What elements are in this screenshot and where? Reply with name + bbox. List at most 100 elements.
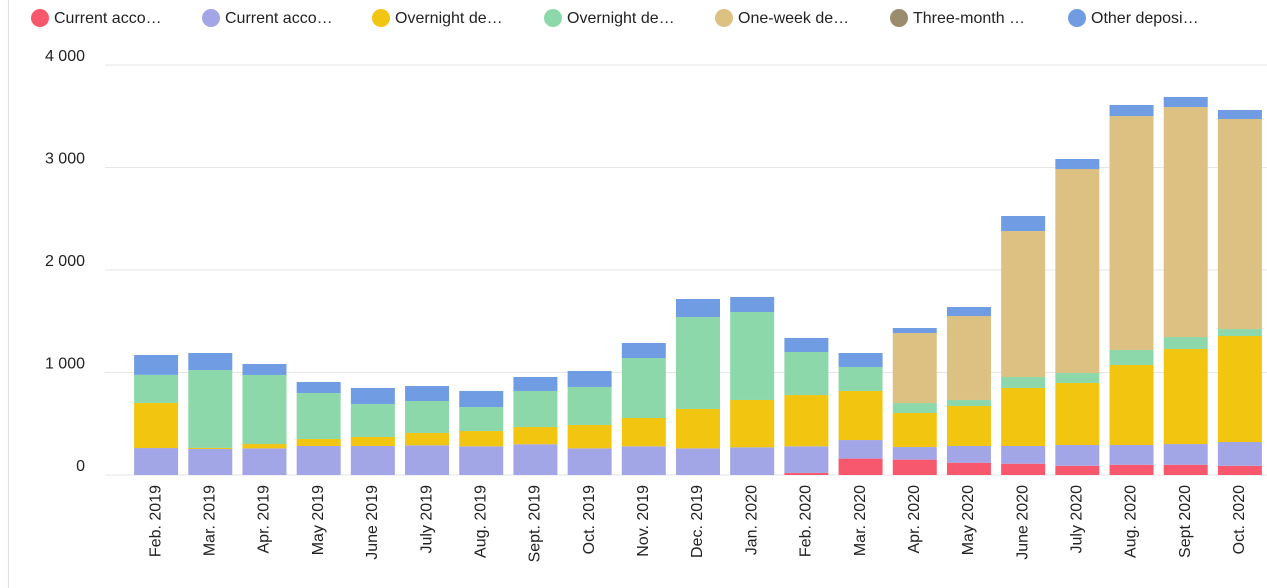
bar-segment <box>513 390 558 428</box>
bar-segment <box>513 427 558 445</box>
bar-segment <box>350 445 395 475</box>
y-tick-label: 2 000 <box>45 253 85 270</box>
bar-segment <box>730 399 775 448</box>
x-tick-label: Mar. 2020 <box>852 485 869 556</box>
bar-segment <box>946 406 991 446</box>
bar-segment <box>676 408 720 449</box>
bar-segment <box>892 328 937 334</box>
bar-segment <box>242 444 287 449</box>
bar-segment <box>892 459 937 475</box>
bar-segment <box>1109 349 1154 366</box>
bar-segment <box>838 366 883 391</box>
bar-segment <box>946 399 991 407</box>
bar-segment <box>1055 169 1100 374</box>
bar-segment <box>946 462 991 475</box>
bar-segment <box>1217 465 1262 475</box>
bar-segment <box>1163 349 1208 445</box>
bar-segment <box>1163 444 1208 465</box>
bar-segment <box>892 403 937 413</box>
x-tick-label: Sept 2020 <box>1177 485 1194 558</box>
bar-segment <box>405 386 450 401</box>
bar-segment <box>405 432 450 446</box>
bar-segment <box>1055 465 1100 475</box>
bar-segment <box>1217 119 1262 330</box>
x-tick-label: Feb. 2019 <box>147 485 164 557</box>
bar-segment <box>892 412 937 448</box>
bar-segment <box>1217 109 1262 120</box>
x-tick-label: Oct. 2020 <box>1231 485 1248 554</box>
bar-segment <box>296 382 341 393</box>
bar-segment <box>730 296 775 313</box>
bar-segment <box>350 403 395 437</box>
bar-segment <box>621 418 666 447</box>
bar-segment <box>459 390 504 408</box>
bar-segment <box>296 445 341 475</box>
legend-swatch <box>1068 9 1086 27</box>
bar-segment <box>676 448 720 475</box>
x-tick-label: Aug. 2019 <box>472 485 489 558</box>
bar-segment <box>513 444 558 475</box>
x-tick-label: Apr. 2019 <box>256 485 273 554</box>
bar-segment <box>134 402 179 449</box>
legend-swatch <box>544 9 562 27</box>
x-tick-label: Jan. 2020 <box>743 485 760 555</box>
bar-segment <box>242 363 287 375</box>
x-tick-label: Oct. 2019 <box>581 485 598 554</box>
bar-segment <box>1109 464 1154 475</box>
bar-segment <box>676 317 720 409</box>
bar-segment <box>676 299 720 318</box>
bar-segment <box>1001 463 1046 475</box>
bar-segment <box>296 439 341 446</box>
bar-segment <box>784 472 829 475</box>
bar-segment <box>188 370 233 448</box>
bar-segment <box>405 400 450 433</box>
legend-label: Overnight de… <box>395 10 503 27</box>
bar-segment <box>459 446 504 475</box>
bar-segment <box>1109 104 1154 117</box>
y-tick-label: 4 000 <box>45 48 85 65</box>
bar-segment <box>621 446 666 475</box>
bar-segment <box>1055 382 1100 445</box>
bar-segment <box>892 447 937 460</box>
bar-segment <box>567 386 612 425</box>
bar-segment <box>1055 373 1100 383</box>
y-tick-label: 0 <box>76 458 85 475</box>
bar-segment <box>1217 336 1262 442</box>
x-tick-label: May 2019 <box>310 485 327 555</box>
bar-segment <box>784 352 829 396</box>
bar-segment <box>1001 377 1046 388</box>
legend-swatch <box>202 9 220 27</box>
bar-segment <box>946 316 991 400</box>
legend-swatch <box>890 9 908 27</box>
bar-segment <box>1109 444 1154 465</box>
x-tick-label: June 2020 <box>1014 485 1031 560</box>
bar-segment <box>350 387 395 404</box>
bar-segment <box>784 395 829 447</box>
x-tick-label: Mar. 2019 <box>202 485 219 556</box>
bar-segment <box>134 374 179 403</box>
bar-segment <box>946 445 991 463</box>
bar-segment <box>567 424 612 449</box>
bar-segment <box>621 358 666 419</box>
bar-segment <box>1109 116 1154 350</box>
bar-segment <box>784 337 829 352</box>
bar-segment <box>784 446 829 473</box>
legend-swatch <box>715 9 733 27</box>
bar-segment <box>1217 329 1262 337</box>
legend-label: One-week de… <box>738 10 849 27</box>
bar-segment <box>134 448 179 475</box>
bar-segment <box>188 448 233 475</box>
bar-segment <box>188 353 233 371</box>
bar-segment <box>730 312 775 400</box>
legend-label: Current acco… <box>225 10 333 27</box>
legend-label: Other deposi… <box>1091 10 1199 27</box>
bar-segment <box>459 431 504 447</box>
bar-segment <box>1109 365 1154 445</box>
bar-segment <box>513 377 558 391</box>
bar-segment <box>296 393 341 440</box>
x-tick-label: May 2020 <box>960 485 977 555</box>
bar-segment <box>567 370 612 387</box>
bar-segment <box>459 407 504 432</box>
legend-label: Current acco… <box>54 10 162 27</box>
